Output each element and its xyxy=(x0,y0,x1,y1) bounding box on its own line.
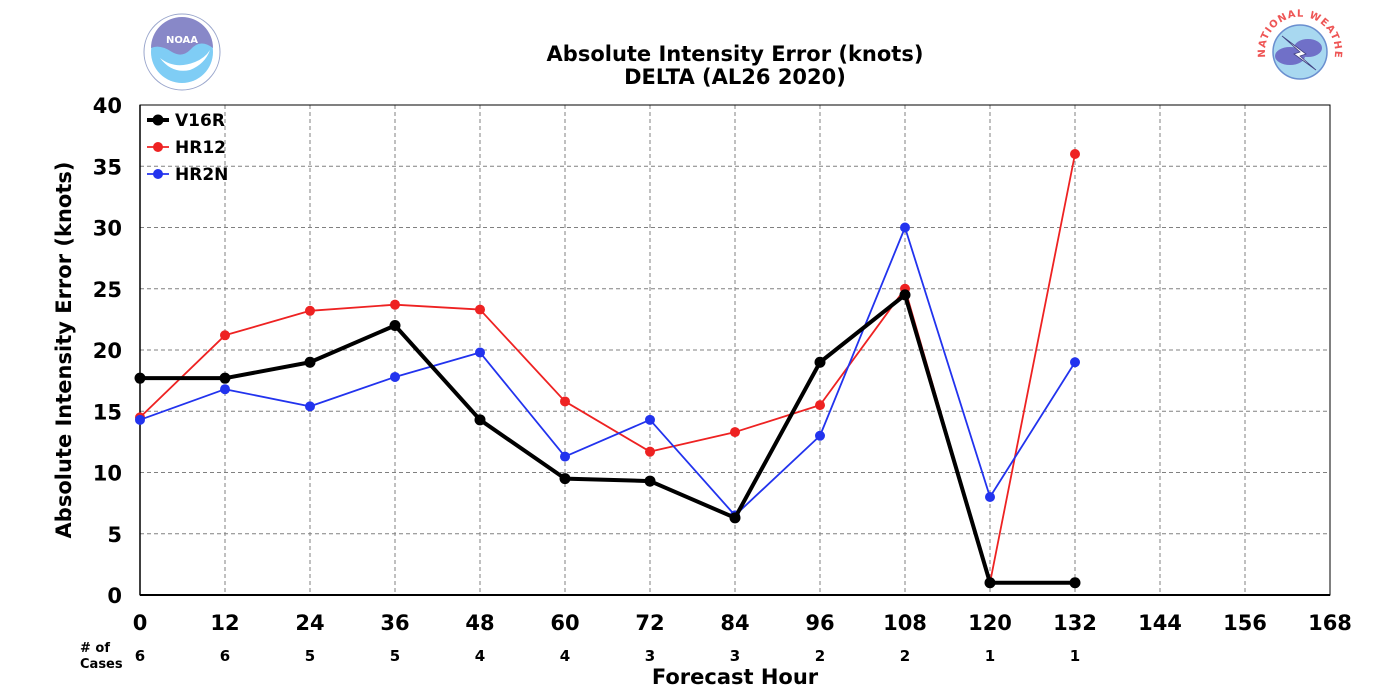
data-point xyxy=(984,577,996,589)
y-tick-label: 20 xyxy=(93,339,122,363)
data-point xyxy=(390,299,400,310)
x-tick-label: 156 xyxy=(1223,611,1267,635)
series-line xyxy=(140,292,1075,585)
legend-swatch-marker xyxy=(153,142,163,152)
case-count: 4 xyxy=(560,647,570,665)
case-count: 1 xyxy=(985,647,995,665)
x-tick-label: 120 xyxy=(968,611,1012,635)
x-tick-label: 36 xyxy=(380,611,409,635)
x-tick-label: 144 xyxy=(1138,611,1182,635)
y-tick-label: 25 xyxy=(93,278,122,302)
data-point xyxy=(730,427,740,438)
x-tick-label: 72 xyxy=(635,611,664,635)
data-point xyxy=(1070,357,1080,368)
legend-item-hr12: HR12 xyxy=(147,138,226,158)
case-count: 2 xyxy=(900,647,910,665)
data-point xyxy=(729,512,741,524)
cases-label: Cases xyxy=(80,657,123,672)
data-point xyxy=(560,451,570,462)
data-point xyxy=(560,396,570,407)
y-tick-label: 5 xyxy=(107,523,122,547)
data-point xyxy=(645,414,655,425)
case-count: 6 xyxy=(220,647,230,665)
grid-lines xyxy=(140,105,1330,595)
case-count: 3 xyxy=(730,647,740,665)
noaa-logo: NOAA xyxy=(143,13,221,91)
series-v16r xyxy=(134,289,1081,589)
x-tick-label: 60 xyxy=(550,611,579,635)
case-count: 3 xyxy=(645,647,655,665)
data-point xyxy=(305,305,315,316)
noaa-logo-text: NOAA xyxy=(166,35,198,46)
x-tick-label: 48 xyxy=(465,611,494,635)
x-axis-label: Forecast Hour xyxy=(652,665,819,689)
data-point xyxy=(389,320,401,331)
data-point xyxy=(899,289,911,301)
series-hr2n xyxy=(135,222,1080,521)
x-tick-label: 84 xyxy=(720,611,749,635)
x-tick-label: 96 xyxy=(805,611,834,635)
case-count: 2 xyxy=(815,647,825,665)
y-tick-label: 15 xyxy=(93,400,122,424)
case-count: 1 xyxy=(1070,647,1080,665)
chart-subtitle: DELTA (AL26 2020) xyxy=(624,65,846,89)
data-point xyxy=(644,475,656,487)
x-tick-label: 12 xyxy=(210,611,239,635)
data-point xyxy=(304,356,316,368)
data-point xyxy=(814,356,826,368)
data-point xyxy=(134,372,146,384)
data-point xyxy=(474,414,486,426)
tick-labels: 0 12 24 36 48 60 72 84 96 108 120 132 144 156 168 0 5 10 1… xyxy=(93,94,1352,635)
series-layer xyxy=(134,149,1081,589)
data-point xyxy=(475,304,485,315)
data-point xyxy=(815,400,825,411)
data-point xyxy=(1069,577,1081,589)
chart-title: Absolute Intensity Error (knots) xyxy=(547,42,924,66)
legend-label: HR12 xyxy=(175,138,226,158)
data-point xyxy=(220,330,230,341)
data-point xyxy=(135,414,145,425)
y-tick-label: 0 xyxy=(107,584,122,608)
legend-item-v16r: V16R xyxy=(147,111,225,131)
legend-label: V16R xyxy=(175,111,225,131)
data-point xyxy=(475,347,485,358)
case-count: 5 xyxy=(390,647,400,665)
x-tick-label: 0 xyxy=(133,611,148,635)
legend-label: HR2N xyxy=(175,165,228,185)
y-axis-label: Absolute Intensity Error (knots) xyxy=(52,162,76,539)
x-tick-label: 24 xyxy=(295,611,324,635)
cases-label: # of xyxy=(80,641,110,656)
y-tick-label: 35 xyxy=(93,155,122,179)
data-point xyxy=(900,222,910,233)
legend-swatch-marker xyxy=(152,114,164,126)
case-count: 5 xyxy=(305,647,315,665)
data-point xyxy=(985,492,995,502)
y-tick-label: 30 xyxy=(93,217,122,241)
data-point xyxy=(220,384,230,395)
data-point xyxy=(219,372,231,384)
y-tick-label: 10 xyxy=(93,462,122,486)
legend: V16R HR12 HR2N xyxy=(147,111,228,185)
data-point xyxy=(645,446,655,457)
x-tick-label: 132 xyxy=(1053,611,1097,635)
y-tick-label: 40 xyxy=(93,94,122,118)
x-tick-label: 108 xyxy=(883,611,927,635)
x-tick-label: 168 xyxy=(1308,611,1352,635)
legend-swatch-marker xyxy=(153,169,163,179)
series-line xyxy=(139,226,1076,517)
data-point xyxy=(390,371,400,382)
case-count: 4 xyxy=(475,647,485,665)
data-point xyxy=(815,430,825,441)
case-count: 6 xyxy=(135,647,145,665)
data-point xyxy=(559,473,571,485)
data-point xyxy=(305,401,315,412)
legend-item-hr2n: HR2N xyxy=(147,165,228,185)
data-point xyxy=(1070,149,1080,159)
